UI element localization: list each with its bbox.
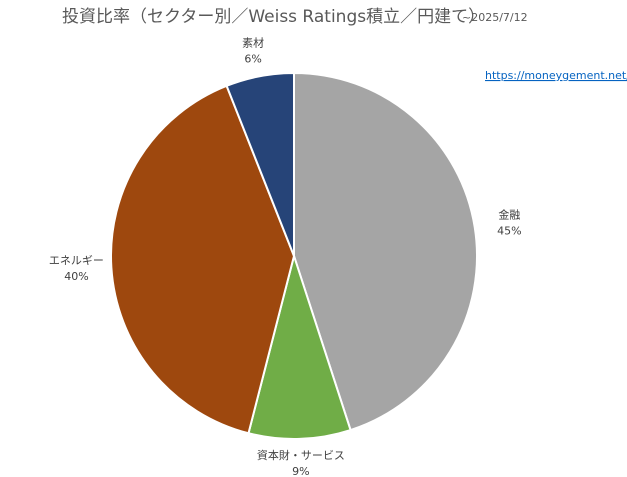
pie-slice bbox=[247, 252, 352, 440]
slice-label: 資本財・サービス bbox=[257, 448, 345, 462]
value-label: 6% bbox=[244, 53, 261, 66]
source-link[interactable]: https://moneygement.net/ bbox=[485, 69, 627, 82]
chart-subtitle: ~2025/7/12 bbox=[462, 11, 528, 24]
slice-label: 金融 bbox=[498, 207, 520, 221]
pie-slice bbox=[225, 71, 295, 257]
value-label: 9% bbox=[292, 465, 309, 477]
slice-label: エネルギー bbox=[49, 254, 104, 267]
value-label: 40% bbox=[64, 270, 88, 283]
slice-label: 素材 bbox=[242, 36, 264, 50]
chart-title: 投資比率（セクター別／Weiss Ratings積立／円建て） bbox=[62, 7, 485, 27]
pie-slice bbox=[293, 71, 478, 432]
value-label: 45% bbox=[497, 224, 521, 237]
pie-slice bbox=[110, 84, 296, 435]
